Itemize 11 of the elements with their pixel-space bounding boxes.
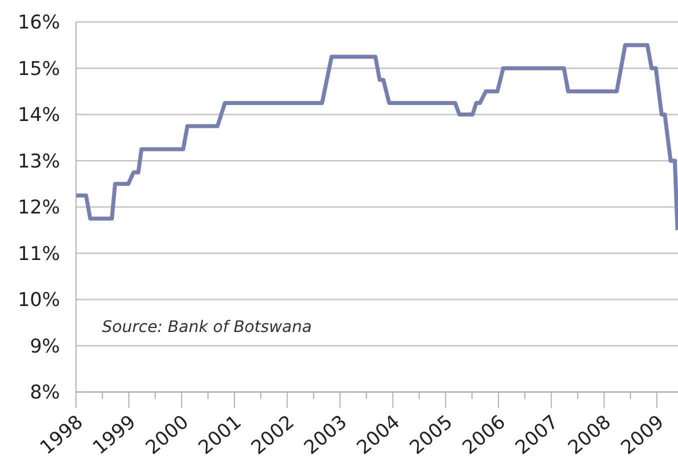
y-tick-label: 11%	[18, 242, 60, 265]
y-tick-label: 13%	[18, 150, 60, 172]
y-tick-label: 12%	[18, 196, 60, 219]
y-tick-label: 16%	[18, 12, 60, 34]
annotation: Source: Bank of Botswana	[102, 317, 312, 336]
y-tick-label: 14%	[18, 104, 60, 126]
y-tick-label: 15%	[18, 58, 60, 80]
line-series	[76, 43, 678, 232]
y-tick-label: 8%	[30, 382, 60, 404]
y-tick-label: 9%	[30, 335, 60, 358]
y-tick-label: 10%	[18, 289, 60, 312]
